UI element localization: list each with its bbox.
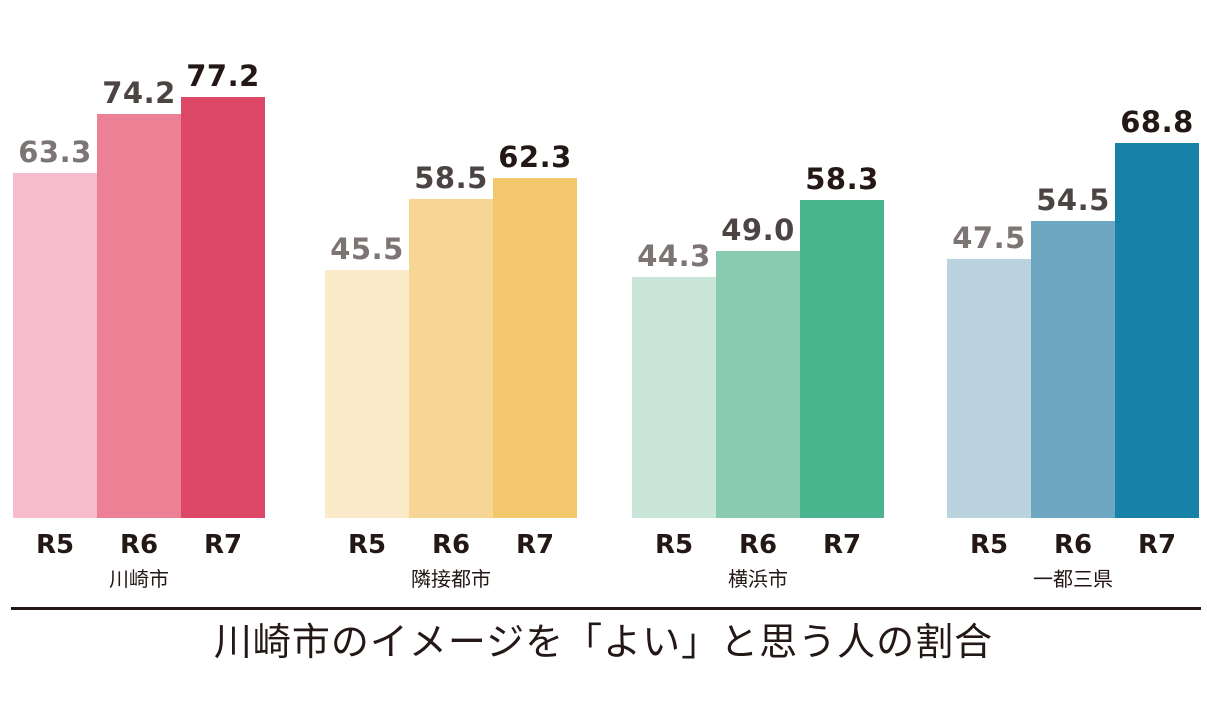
bar-r7 [1115,143,1199,518]
x-tick-label: R7 [822,530,862,560]
x-tick-label: R7 [203,530,243,560]
bar-group: 47.5 R5 54.5 R6 68.8 R7 一都三県 [947,0,1199,600]
group-label: 川崎市 [109,567,169,591]
group-label: 横浜市 [728,567,788,591]
x-tick-label: R7 [515,530,555,560]
value-label: 58.5 [414,161,488,195]
x-tick-label: R5 [35,530,75,560]
bar-group: 63.3 R5 74.2 R6 77.2 R7 川崎市 [13,0,265,600]
value-label: 49.0 [721,213,795,247]
bar-r6 [716,251,800,518]
bar-group: 45.5 R5 58.5 R6 62.3 R7 隣接都市 [325,0,577,600]
bar-r5 [632,277,716,518]
value-label: 47.5 [952,221,1026,255]
bar-group: 44.3 R5 49.0 R6 58.3 R7 横浜市 [632,0,884,600]
bar-r5 [325,270,409,518]
value-label: 68.8 [1120,105,1194,139]
x-tick-label: R6 [431,530,471,560]
value-label: 63.3 [18,135,92,169]
x-tick-label: R6 [738,530,778,560]
group-label: 隣接都市 [411,567,491,591]
x-tick-label: R6 [1053,530,1093,560]
value-label: 77.2 [186,59,260,93]
x-tick-label: R7 [1137,530,1177,560]
bar-r6 [409,199,493,518]
bar-r6 [97,114,181,518]
x-tick-label: R5 [347,530,387,560]
value-label: 58.3 [805,162,879,196]
x-tick-label: R5 [969,530,1009,560]
group-label: 一都三県 [1033,567,1113,591]
value-label: 74.2 [102,76,176,110]
value-label: 44.3 [637,239,711,273]
bar-r7 [493,178,577,518]
bar-r5 [947,259,1031,518]
value-label: 54.5 [1036,183,1110,217]
value-label: 45.5 [330,232,404,266]
x-tick-label: R5 [654,530,694,560]
title-divider [11,607,1201,610]
x-tick-label: R6 [119,530,159,560]
bar-r7 [800,200,884,518]
bar-r6 [1031,221,1115,518]
bar-r5 [13,173,97,518]
bar-r7 [181,97,265,518]
value-label: 62.3 [498,140,572,174]
chart-title: 川崎市のイメージを「よい」と思う人の割合 [213,620,994,664]
